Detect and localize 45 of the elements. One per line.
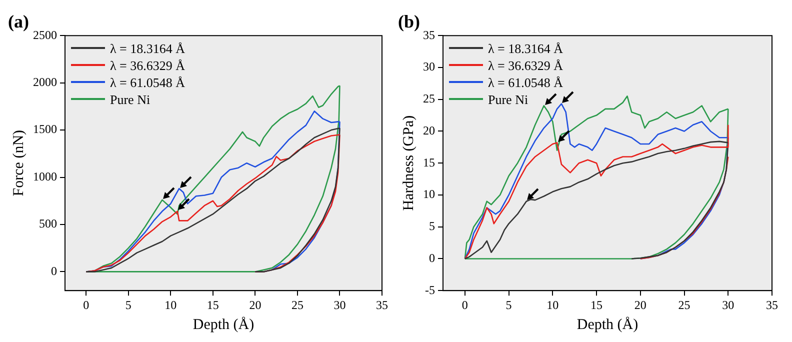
legend-label: λ = 36.6329 Å — [488, 56, 564, 74]
x-axis-title: Depth (Å) — [192, 316, 254, 333]
x-tick-label: 15 — [590, 298, 603, 312]
y-tick-label: 500 — [39, 216, 57, 231]
y-tick-label: 30 — [423, 60, 435, 74]
x-tick-label: 10 — [546, 298, 559, 312]
legend-label: Pure Ni — [488, 90, 528, 108]
x-tick-label: 0 — [462, 298, 468, 312]
y-tick-label: 20 — [423, 123, 435, 138]
y-tick-label: 1500 — [33, 122, 57, 136]
legend-label: λ = 61.0548 Å — [488, 74, 564, 91]
x-tick-label: 30 — [722, 298, 734, 312]
x-tick-label: 0 — [83, 298, 90, 312]
x-tick-label: 25 — [291, 298, 304, 312]
y-tick-label: 35 — [423, 28, 435, 42]
x-tick-label: 20 — [249, 298, 262, 312]
y-tick-label: 10 — [423, 187, 435, 202]
legend-label: λ = 18.3164 Å — [110, 40, 186, 57]
x-tick-label: 10 — [164, 298, 177, 312]
legend-label: Pure Ni — [110, 90, 150, 108]
x-tick-label: 35 — [766, 298, 778, 312]
y-tick-label: -5 — [425, 282, 435, 297]
y-tick-label: 0 — [429, 250, 435, 265]
y-tick-label: 2000 — [33, 74, 57, 89]
x-axis-title: Depth (Å) — [576, 316, 638, 333]
x-tick-label: 5 — [125, 298, 132, 312]
y-tick-label: 1000 — [33, 169, 57, 184]
y-tick-label: 0 — [51, 264, 57, 278]
y-tick-label: 15 — [423, 155, 435, 170]
y-tick-label: 25 — [423, 92, 435, 106]
x-tick-label: 15 — [206, 298, 219, 312]
x-tick-label: 30 — [334, 298, 346, 312]
x-tick-label: 35 — [376, 298, 388, 312]
chart-title: (a) — [8, 11, 29, 32]
x-tick-label: 5 — [506, 298, 512, 312]
y-axis-title: Force (nN) — [10, 130, 27, 196]
x-tick-label: 20 — [634, 298, 646, 312]
chart-title: (b) — [398, 11, 420, 32]
legend-label: λ = 61.0548 Å — [110, 74, 186, 91]
y-tick-label: 5 — [429, 219, 435, 234]
y-axis-title: Hardness (GPa) — [400, 115, 417, 211]
y-tick-label: 2500 — [33, 28, 57, 42]
legend-label: λ = 36.6329 Å — [110, 56, 186, 74]
legend-label: λ = 18.3164 Å — [488, 40, 564, 57]
x-tick-label: 25 — [678, 298, 690, 312]
